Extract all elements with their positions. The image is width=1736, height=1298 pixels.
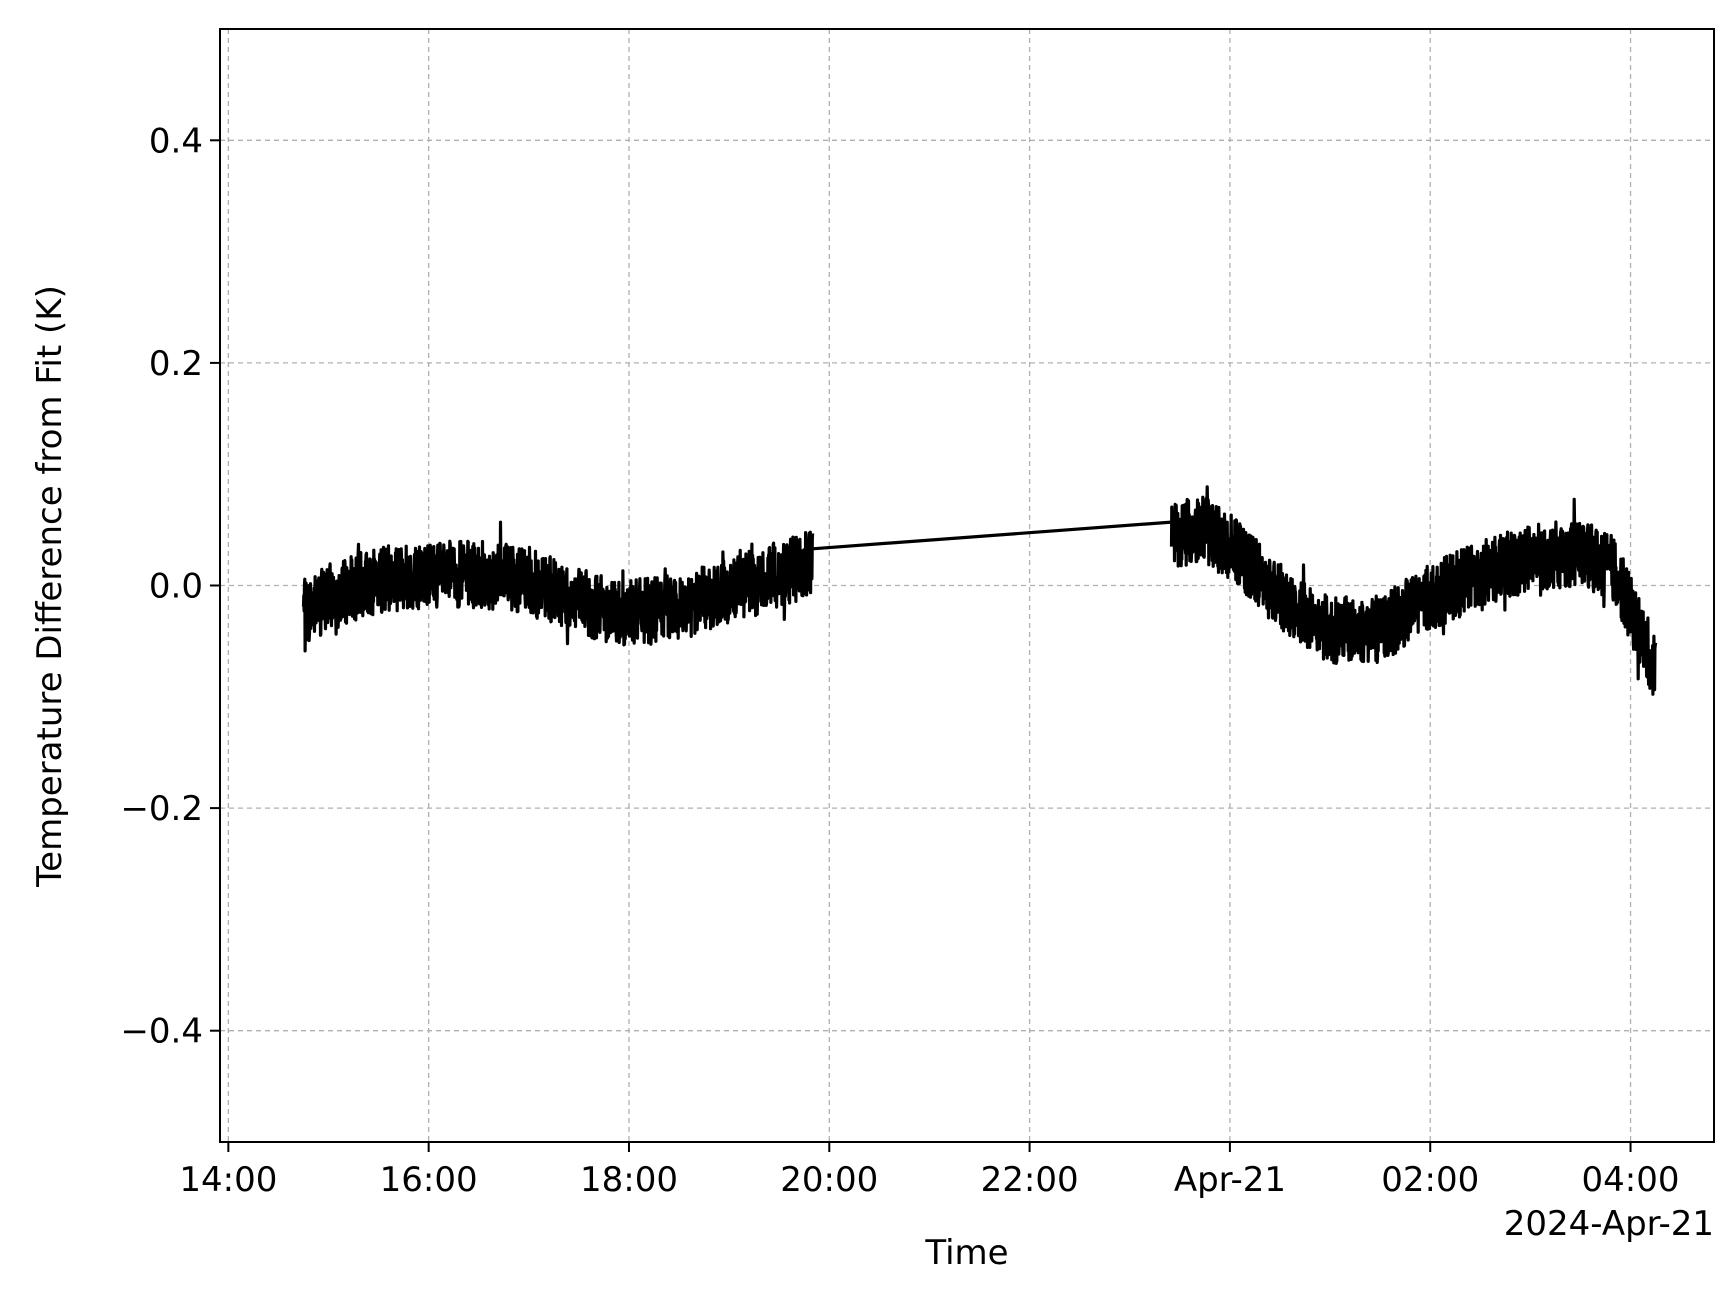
x-tick-label: 22:00 — [981, 1160, 1079, 1200]
series-line-segment — [1169, 485, 1658, 696]
y-tick-label: 0.0 — [149, 567, 203, 607]
y-tick-label: −0.2 — [120, 789, 203, 829]
x-tick-label: 02:00 — [1381, 1160, 1479, 1200]
x-tick-label: 04:00 — [1582, 1160, 1680, 1200]
plot-area — [301, 485, 1658, 696]
y-axis-label: Temperature Difference from Fit (K) — [30, 285, 70, 888]
x-tick-label: 20:00 — [780, 1160, 878, 1200]
axis-ticks: 14:00 16:00 18:00 20:00 22:00 Apr-21 02:00 04:0… — [120, 121, 1679, 1200]
x-axis-label: Time — [924, 1233, 1008, 1273]
series-gap-segment — [812, 520, 1172, 551]
y-tick-label: −0.4 — [120, 1012, 203, 1052]
x-tick-label: 16:00 — [380, 1160, 478, 1200]
x-tick-label: Apr-21 — [1174, 1160, 1286, 1200]
x-axis-offset-label: 2024-Apr-21 — [1504, 1204, 1714, 1244]
y-tick-label: 0.4 — [149, 121, 203, 161]
x-tick-label: 18:00 — [580, 1160, 678, 1200]
x-tick-label: 14:00 — [179, 1160, 277, 1200]
series-line-segment — [301, 520, 815, 653]
y-tick-label: 0.2 — [149, 344, 203, 384]
